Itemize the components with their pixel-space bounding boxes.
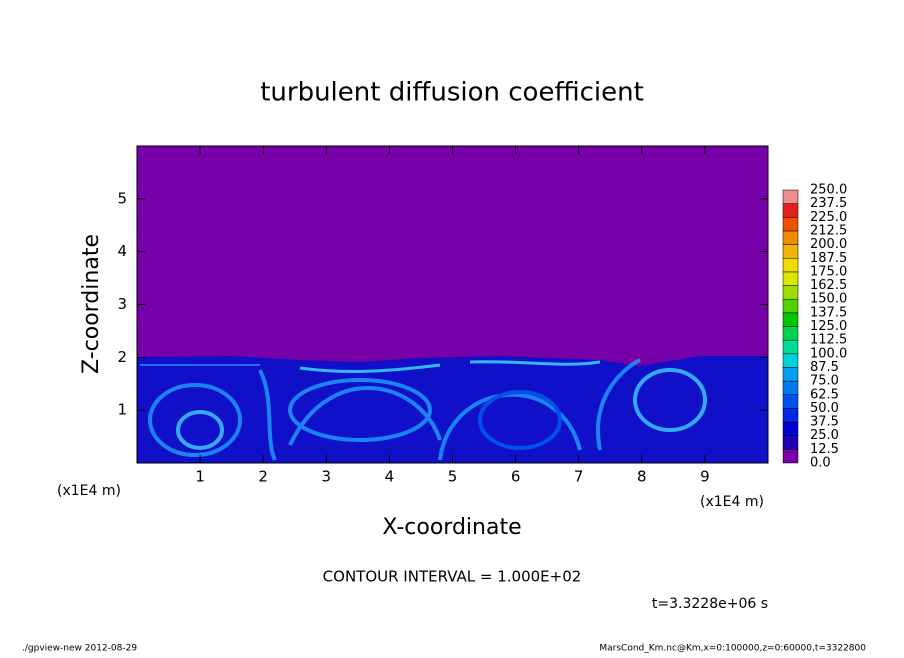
x-tick-label: 7: [574, 468, 584, 486]
colorbar-box: [782, 258, 799, 273]
colorbar-box: [782, 271, 799, 286]
colorbar-label: 125.0: [810, 319, 847, 334]
x-tick-label: 2: [258, 468, 268, 486]
colorbar-box: [782, 435, 799, 450]
colorbar-box: [782, 312, 799, 327]
colorbar-label: 187.5: [810, 251, 847, 266]
colorbar-box: [782, 230, 799, 245]
x-tick-label: 6: [511, 468, 521, 486]
colorbar-box: [782, 421, 799, 436]
y-tick-label: 5: [117, 189, 127, 207]
x-tick-label: 4: [385, 468, 395, 486]
colorbar-label: 237.5: [810, 196, 847, 211]
colorbar-box: [782, 189, 799, 204]
y-tick-label: 1: [117, 401, 127, 419]
footer-right: MarsCond_Km.nc@Km,x=0:100000,z=0:60000,t…: [599, 644, 866, 654]
colorbar-label: 100.0: [810, 346, 847, 361]
chart-title: turbulent diffusion coefficient: [260, 78, 644, 108]
field: [137, 146, 768, 463]
y-axis-label: Z-coordinate: [79, 234, 104, 374]
colorbar-box: [782, 367, 799, 382]
colorbar-label: 25.0: [810, 428, 839, 443]
y-tick-label: 4: [117, 242, 127, 260]
colorbar-label: 37.5: [810, 415, 839, 430]
colorbar-box: [782, 285, 799, 300]
colorbar-box: [782, 339, 799, 355]
colorbar-box: [782, 203, 799, 218]
colorbar-label: 212.5: [810, 223, 847, 238]
time-label: t=3.3228e+06 s: [652, 596, 768, 612]
colorbar-label: 175.0: [810, 264, 847, 279]
colorbar-label: 75.0: [810, 374, 839, 389]
colorbar-label: 137.5: [810, 305, 847, 320]
colorbar-box: [782, 394, 799, 409]
colorbar-label: 250.0: [810, 183, 847, 198]
colorbar-box: [782, 244, 799, 259]
colorbar-box: [782, 353, 799, 368]
y-unit: (x1E4 m): [57, 483, 121, 499]
y-tick-label: 2: [117, 348, 127, 366]
colorbar-box: [782, 449, 799, 464]
colorbar-box: [782, 380, 799, 396]
colorbar-label: 62.5: [810, 387, 839, 402]
colorbar-label: 87.5: [810, 360, 839, 375]
colorbar-box: [782, 217, 799, 232]
colorbar-label: 12.5: [810, 442, 839, 457]
colorbar-box: [782, 326, 799, 341]
colorbar-label: 225.0: [810, 210, 847, 225]
colorbar-label: 162.5: [810, 278, 847, 293]
x-tick-label: 5: [448, 468, 458, 486]
x-tick-label: 8: [637, 468, 647, 486]
colorbar-label: 50.0: [810, 401, 839, 416]
colorbar-box: [782, 298, 799, 314]
colorbar-label: 0.0: [810, 456, 831, 471]
y-tick-label: 3: [117, 295, 127, 313]
footer-left: ./gpview-new 2012-08-29: [22, 644, 137, 654]
colorbar-label: 200.0: [810, 237, 847, 252]
colorbar-label: 112.5: [810, 333, 847, 348]
colorbar-box: [782, 408, 799, 423]
x-tick-label: 3: [322, 468, 332, 486]
x-tick-label: 9: [700, 468, 710, 486]
x-unit: (x1E4 m): [700, 494, 764, 510]
colorbar-label: 150.0: [810, 292, 847, 307]
x-axis-label: X-coordinate: [382, 515, 521, 540]
contour-interval: CONTOUR INTERVAL = 1.000E+02: [323, 568, 582, 586]
x-tick-label: 1: [195, 468, 205, 486]
